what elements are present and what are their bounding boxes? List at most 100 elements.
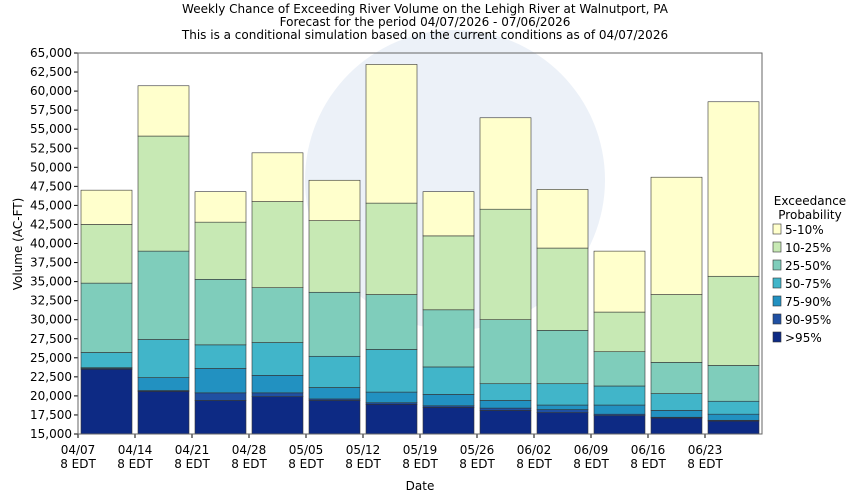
bar-segment (707, 413, 760, 421)
bar-segment (194, 368, 247, 394)
chart-note: This is a conditional simulation based o… (181, 28, 668, 42)
bar-segment (80, 368, 133, 435)
x-tick-label: 04/14 8 EDT (117, 443, 153, 471)
bar-segment (251, 152, 304, 202)
y-tick-label: 45,000 (30, 198, 72, 212)
y-tick-label: 50,000 (30, 160, 72, 174)
x-tick-label: 05/19 8 EDT (402, 443, 438, 471)
x-tick-label: 05/05 8 EDT (288, 443, 324, 471)
bar-segment (137, 391, 190, 435)
bar-segment (593, 415, 646, 435)
bar-segment (422, 366, 475, 395)
bar-segment (308, 400, 361, 435)
x-tick-label: 06/23 8 EDT (687, 443, 723, 471)
legend-label: 90-95% (785, 313, 831, 327)
x-tick-label: 04/21 8 EDT (174, 443, 210, 471)
y-tick-label: 22,500 (30, 370, 72, 384)
bar-segment (593, 351, 646, 387)
y-tick-label: 40,000 (30, 237, 72, 251)
x-tick-label: 06/02 8 EDT (516, 443, 552, 471)
bar-segment (650, 417, 703, 435)
y-tick-label: 60,000 (30, 84, 72, 98)
bar-segment (251, 287, 304, 343)
bar-segment (308, 387, 361, 400)
bar-segment (80, 189, 133, 225)
legend-swatch (772, 241, 782, 253)
x-tick-label: 06/09 8 EDT (573, 443, 609, 471)
x-tick-label: 06/16 8 EDT (630, 443, 666, 471)
y-tick-label: 42,500 (30, 217, 72, 231)
bar-segment (707, 275, 760, 366)
bar-segment (194, 279, 247, 346)
bar-segment (365, 294, 418, 350)
bar-segment (536, 383, 589, 406)
bar-segment (650, 362, 703, 394)
bar-segment (194, 392, 247, 401)
bar-segment (536, 189, 589, 249)
x-axis-label: Date (406, 479, 435, 493)
bar-segment (593, 385, 646, 406)
y-tick-label: 32,500 (30, 294, 72, 308)
bar-segment (365, 391, 418, 404)
bar-segment (422, 235, 475, 311)
bar-segment (593, 250, 646, 313)
y-tick-label: 62,500 (30, 65, 72, 79)
bar-segment (80, 352, 133, 369)
bar-segment (422, 394, 475, 407)
bar-segment (365, 202, 418, 295)
bar-segment (194, 191, 247, 223)
chart-subtitle: Forecast for the period 04/07/2026 - 07/… (280, 15, 571, 29)
y-tick-label: 37,500 (30, 256, 72, 270)
legend-swatch (772, 331, 782, 343)
bar-segment (251, 201, 304, 288)
plot-frame (77, 52, 763, 435)
y-tick-label: 17,500 (30, 408, 72, 422)
bar-segment (194, 221, 247, 280)
y-axis-label: Volume (AC-FT) (11, 198, 25, 291)
bar-segment (308, 355, 361, 388)
legend-label: >95% (785, 331, 822, 345)
bar-segment (251, 392, 304, 397)
bar-segment (80, 224, 133, 284)
bar-segment (308, 291, 361, 357)
bar-segment (593, 311, 646, 353)
x-tick-label: 05/12 8 EDT (345, 443, 381, 471)
x-tick-label: 05/26 8 EDT (459, 443, 495, 471)
bar-segment (137, 339, 190, 378)
legend-swatch (772, 313, 782, 325)
legend-label: 50-75% (785, 277, 831, 291)
legend-label: 10-25% (785, 241, 831, 255)
legend-label: 5-10% (785, 223, 824, 237)
bar-segment (251, 375, 304, 394)
bar-segment (80, 282, 133, 353)
bar-segment (707, 400, 760, 415)
bar-segment (536, 330, 589, 385)
bar-segment (308, 220, 361, 293)
y-tick-label: 52,500 (30, 141, 72, 155)
bar-segment (251, 342, 304, 376)
bar-segment (707, 420, 760, 435)
bar-segment (593, 404, 646, 415)
bar-segment (479, 319, 532, 385)
bar-segment (422, 191, 475, 237)
bar-segment (194, 400, 247, 435)
legend-swatch (772, 223, 782, 235)
bar-segment (365, 64, 418, 204)
y-tick-label: 35,000 (30, 275, 72, 289)
legend-swatch (772, 259, 782, 271)
y-tick-label: 27,500 (30, 332, 72, 346)
y-tick-label: 57,500 (30, 103, 72, 117)
y-tick-label: 20,000 (30, 389, 72, 403)
bar-segment (650, 294, 703, 363)
bar-segment (137, 85, 190, 137)
bar-segment (536, 404, 589, 410)
x-tick-label: 04/07 8 EDT (60, 443, 96, 471)
bar-segment (479, 407, 532, 411)
bar-segment (137, 135, 190, 252)
bar-segment (137, 377, 190, 391)
bar-segment (251, 396, 304, 435)
legend-title: Exceedance Probability (773, 194, 847, 222)
y-tick-label: 55,000 (30, 122, 72, 136)
y-tick-label: 30,000 (30, 313, 72, 327)
